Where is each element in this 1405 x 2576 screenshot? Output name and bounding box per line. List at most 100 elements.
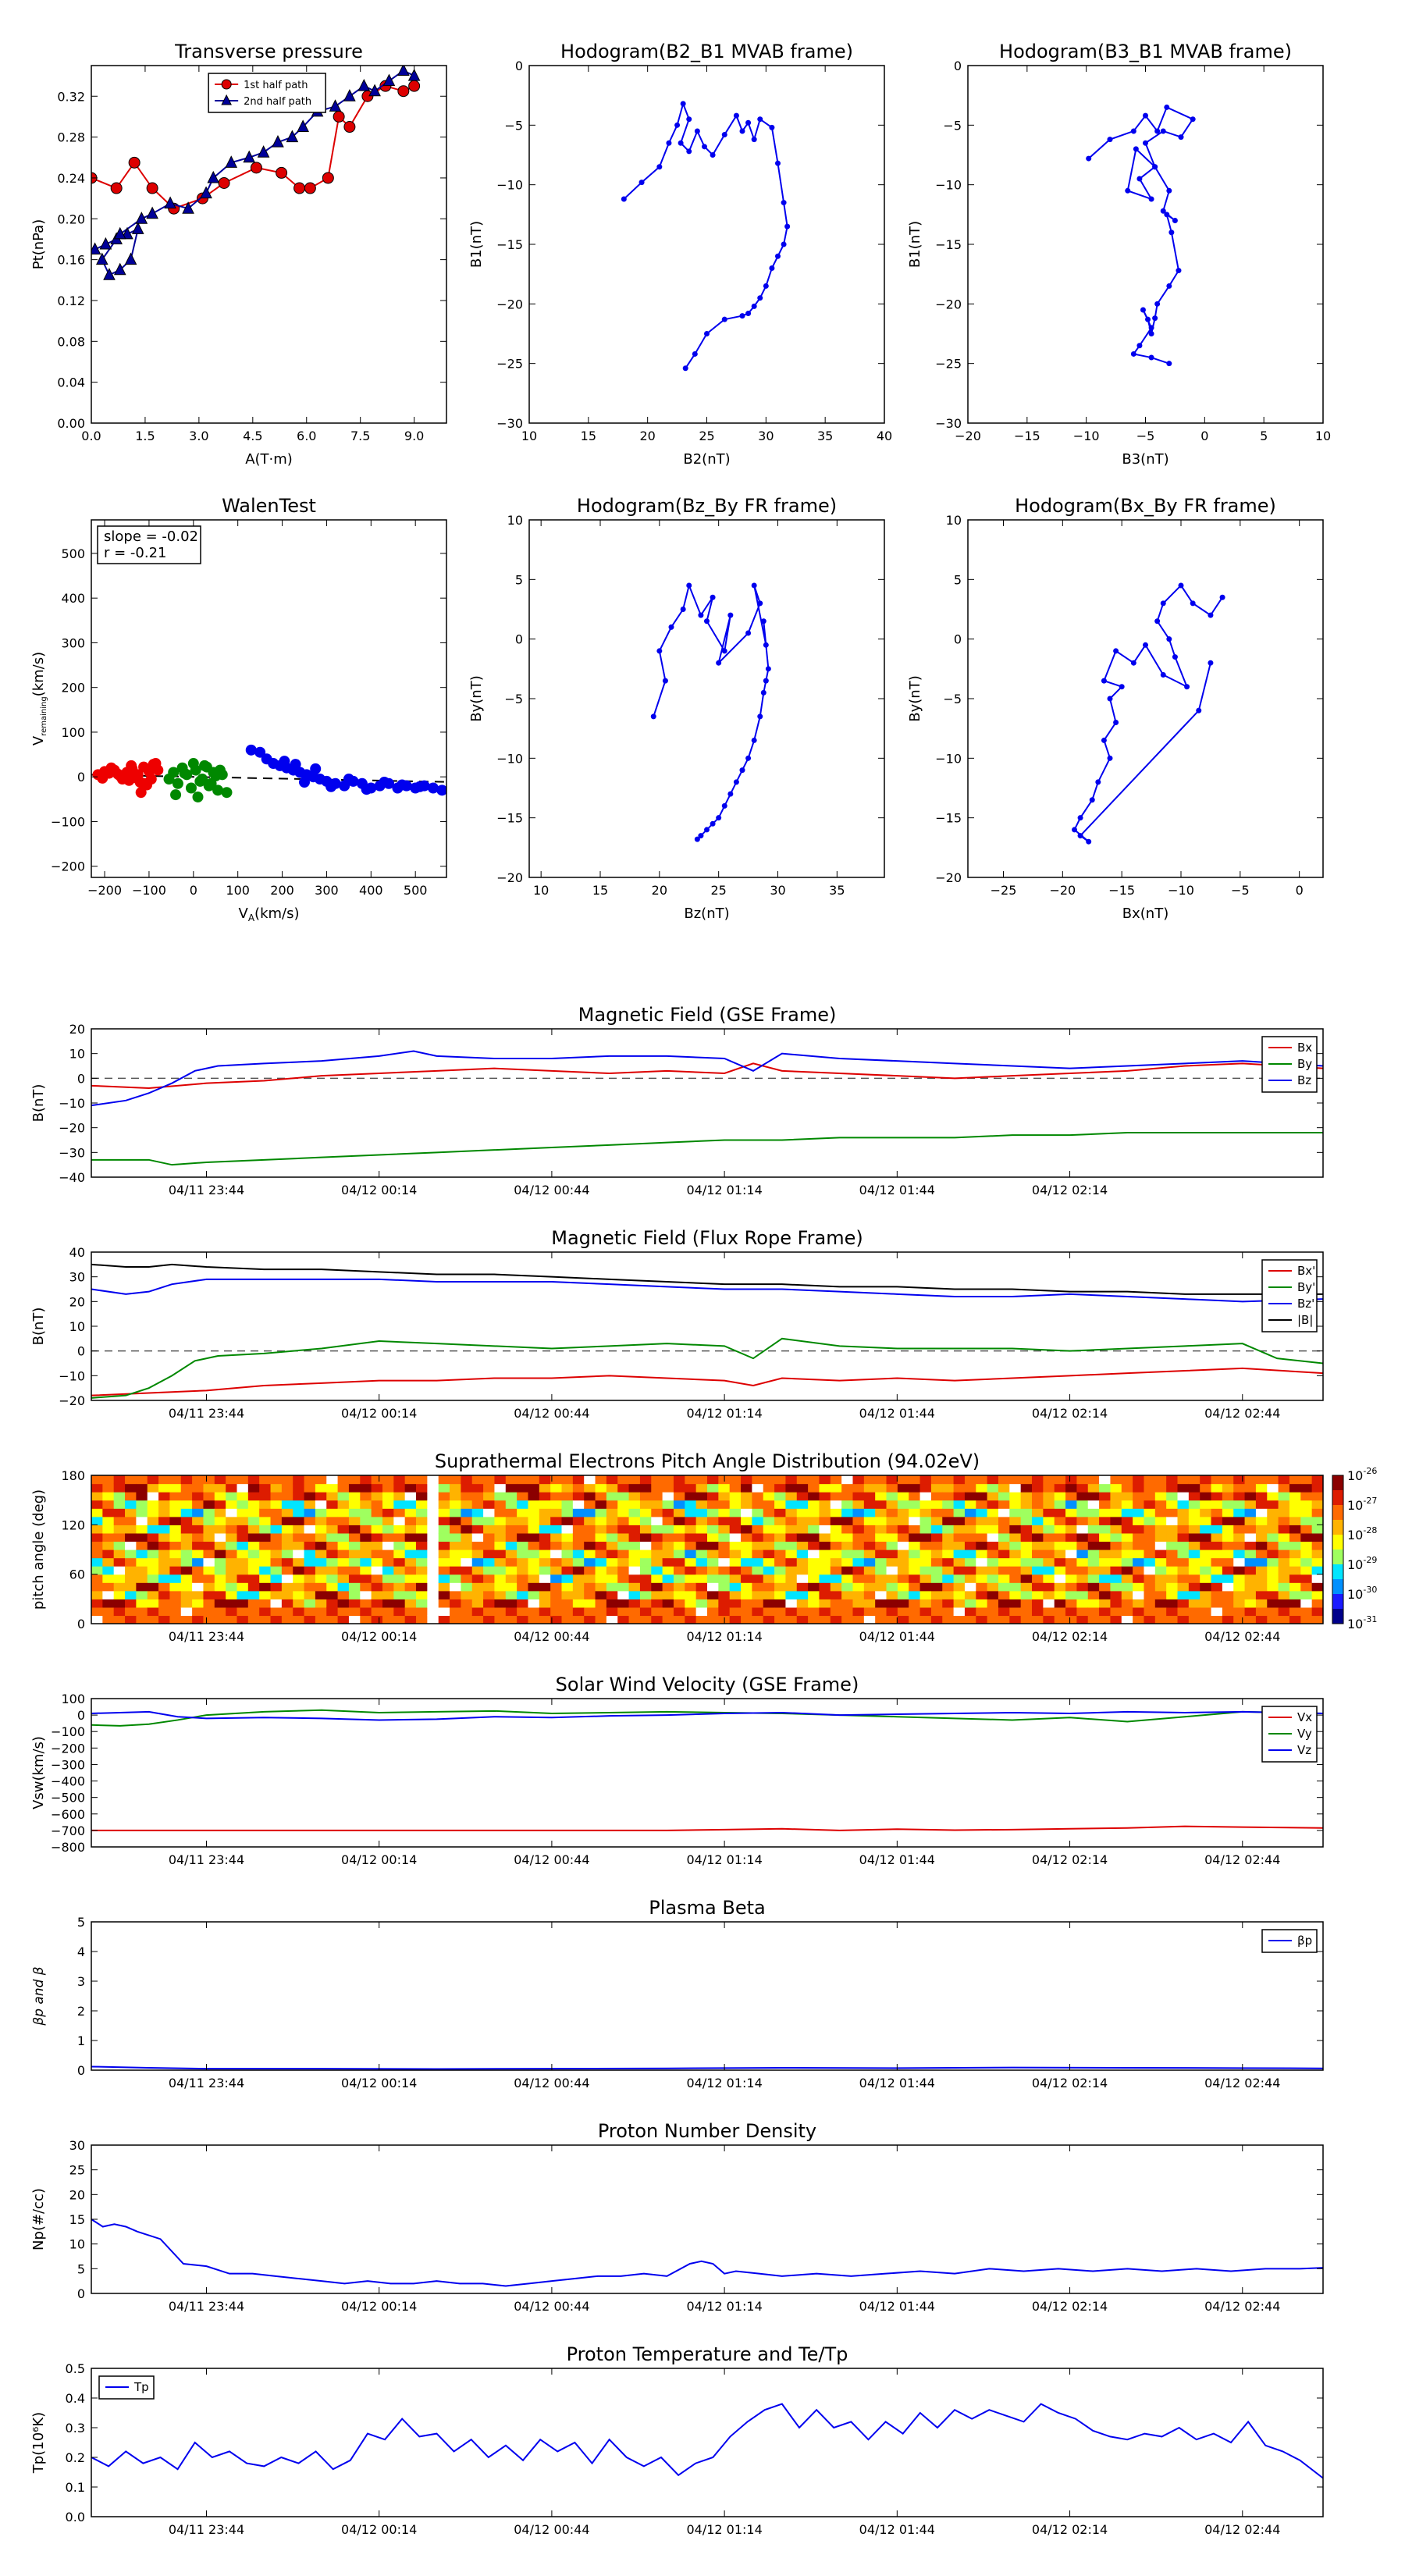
y-axis-label: βp and β xyxy=(31,1966,47,2026)
heat-cell xyxy=(718,1557,731,1567)
y-tick-label: 0 xyxy=(77,1617,85,1631)
heat-cell xyxy=(371,1599,383,1608)
heat-cell xyxy=(651,1492,663,1501)
heat-cell xyxy=(1154,1599,1167,1608)
heat-cell xyxy=(987,1516,999,1525)
data-point xyxy=(182,201,194,214)
data-point xyxy=(361,784,372,795)
heat-cell xyxy=(1121,1492,1133,1501)
data-point xyxy=(686,116,692,123)
heat-cell xyxy=(1233,1541,1246,1550)
data-point xyxy=(686,582,692,589)
heat-cell xyxy=(293,1615,305,1624)
plot-area xyxy=(1086,104,1196,367)
heat-cell xyxy=(1177,1516,1190,1525)
data-point xyxy=(221,787,233,799)
heat-cell xyxy=(91,1492,103,1501)
heat-cell xyxy=(796,1492,809,1501)
heat-cell xyxy=(360,1557,372,1567)
heat-cell xyxy=(226,1516,238,1525)
heat-cell xyxy=(102,1550,115,1559)
heat-cell xyxy=(998,1492,1010,1501)
heat-cell xyxy=(863,1582,876,1592)
heat-cell xyxy=(1233,1606,1246,1617)
heat-cell xyxy=(158,1557,171,1567)
heat-cell xyxy=(976,1606,988,1617)
heat-cell xyxy=(1144,1574,1156,1583)
y-tick-label: 20 xyxy=(69,2187,85,2202)
heat-cell xyxy=(741,1483,752,1493)
heat-cell xyxy=(942,1615,955,1624)
heat-cell xyxy=(348,1557,361,1567)
y-axis-label: Tp(10⁶K) xyxy=(30,2412,47,2474)
heat-cell xyxy=(964,1532,976,1542)
heat-cell xyxy=(113,1516,126,1525)
heat-cell xyxy=(169,1574,182,1583)
heat-cell xyxy=(505,1550,518,1559)
heat-cell xyxy=(1076,1599,1089,1608)
x-tick-label: 04/11 23:44 xyxy=(169,2522,244,2537)
heat-cell xyxy=(796,1606,809,1617)
heat-cell xyxy=(125,1566,137,1575)
data-point xyxy=(1133,146,1139,152)
heat-cell xyxy=(539,1532,551,1542)
heat-cell xyxy=(617,1557,630,1567)
heat-cell xyxy=(226,1492,238,1501)
data-point xyxy=(293,182,306,194)
heat-cell xyxy=(1144,1532,1156,1542)
heat-cell xyxy=(281,1541,293,1550)
heat-cell xyxy=(1099,1500,1112,1509)
heat-cell xyxy=(987,1599,999,1608)
heat-cell xyxy=(505,1615,518,1624)
plot-area xyxy=(1072,582,1225,845)
heat-cell xyxy=(685,1483,697,1493)
heat-cell xyxy=(606,1615,618,1624)
heat-cell xyxy=(998,1483,1010,1493)
heat-cell xyxy=(337,1516,350,1525)
heat-cell xyxy=(1278,1557,1290,1567)
heat-cell xyxy=(1244,1525,1257,1534)
y-axis-label: B1(nT) xyxy=(907,221,923,268)
data-point xyxy=(225,155,238,168)
heat-cell xyxy=(785,1492,798,1501)
heat-cell xyxy=(953,1557,966,1567)
data-point xyxy=(110,182,123,194)
heat-cell xyxy=(886,1566,898,1575)
heat-cell xyxy=(998,1500,1010,1509)
heat-cell xyxy=(1099,1532,1112,1542)
heat-cell xyxy=(1099,1574,1112,1583)
heat-cell xyxy=(315,1483,327,1493)
plot-area xyxy=(91,744,446,802)
heat-cell xyxy=(561,1525,574,1534)
series-vy xyxy=(91,1709,1323,1727)
heat-cell xyxy=(517,1557,529,1567)
heat-cell xyxy=(584,1606,596,1617)
heat-cell xyxy=(158,1492,171,1501)
heat-cell xyxy=(214,1516,226,1525)
heat-cell xyxy=(875,1615,887,1624)
data-point xyxy=(716,660,722,666)
heat-cell xyxy=(852,1599,865,1608)
heat-cell xyxy=(886,1615,898,1624)
heat-cell xyxy=(651,1599,663,1608)
heat-cell xyxy=(886,1508,898,1517)
heat-cell xyxy=(1099,1590,1112,1599)
y-tick-label: 0 xyxy=(954,632,962,647)
heat-cell xyxy=(1020,1590,1033,1599)
heat-cell xyxy=(1267,1582,1279,1592)
heat-cell xyxy=(1200,1606,1212,1617)
heat-cell xyxy=(1200,1615,1212,1624)
heat-cell xyxy=(1244,1615,1257,1624)
data-point xyxy=(397,779,408,791)
heat-cell xyxy=(1267,1615,1279,1624)
heat-cell xyxy=(192,1508,205,1517)
data-point xyxy=(710,152,716,158)
heat-cell xyxy=(494,1590,507,1599)
heat-cell xyxy=(404,1492,417,1501)
heat-cell xyxy=(136,1557,148,1567)
heat-cell xyxy=(226,1566,238,1575)
data-point xyxy=(784,223,791,229)
heat-cell xyxy=(930,1566,943,1575)
heat-cell xyxy=(136,1525,148,1534)
heat-cell xyxy=(1032,1606,1044,1617)
